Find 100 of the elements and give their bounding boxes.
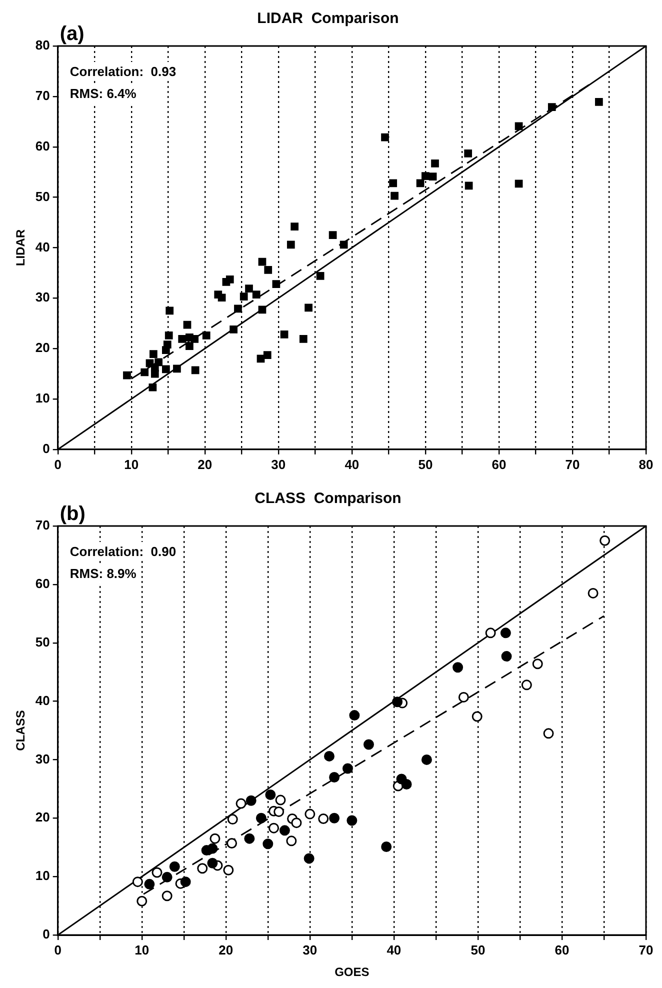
y-tick-label: 40 (35, 692, 50, 708)
point (123, 371, 131, 380)
point (150, 350, 158, 358)
y-tick-label: 10 (35, 390, 50, 406)
point (154, 358, 163, 366)
point (132, 876, 143, 888)
point (280, 330, 288, 338)
point (485, 628, 496, 638)
point (178, 335, 186, 343)
chart-title: LIDAR Comparison (257, 10, 399, 28)
point (268, 822, 280, 834)
point (286, 240, 295, 249)
text: (b) (60, 503, 86, 525)
y-tick-label: 20 (35, 810, 50, 825)
x-tick-label: 30 (271, 456, 286, 472)
point (304, 304, 312, 312)
point (197, 863, 208, 874)
point (236, 798, 246, 809)
x-tick-label: 70 (638, 942, 654, 958)
y-tick-label: 20 (35, 340, 50, 356)
x-tick-label: 40 (386, 942, 402, 958)
point (191, 366, 200, 374)
y-tick-label: 50 (35, 634, 50, 650)
point (275, 794, 286, 806)
point (274, 806, 284, 817)
point (162, 872, 172, 882)
point (600, 535, 610, 546)
point (218, 294, 226, 302)
point (316, 272, 324, 280)
point (464, 149, 472, 158)
y-tick-label: 30 (35, 290, 50, 305)
point (381, 133, 389, 142)
point (595, 98, 603, 106)
point (226, 838, 238, 849)
point (521, 680, 532, 690)
x-tick-label: 60 (492, 456, 506, 472)
point (265, 790, 276, 800)
point (304, 853, 314, 864)
point (389, 179, 398, 188)
annotation: RMS: 8.9% (70, 566, 137, 581)
point (246, 795, 256, 806)
y-tick-label: 50 (35, 188, 50, 204)
point (421, 754, 432, 765)
x-tick-label: 30 (302, 942, 318, 958)
y-tick-label: 10 (35, 868, 50, 884)
point (464, 182, 473, 190)
point (256, 812, 266, 824)
y-axis-title: LIDAR (14, 229, 28, 266)
point (458, 692, 469, 702)
point (227, 814, 238, 825)
x-tick-label: 20 (198, 456, 212, 472)
annotation: RMS: 6.4% (70, 86, 137, 101)
point (401, 779, 412, 790)
x-tick-label: 40 (344, 456, 360, 472)
point (342, 763, 353, 774)
point (514, 180, 523, 188)
point (329, 772, 340, 782)
point (202, 332, 210, 340)
point (162, 365, 170, 374)
point (244, 833, 255, 844)
x-tick-label: 50 (418, 456, 433, 472)
point (207, 843, 218, 854)
point (166, 306, 174, 315)
point (328, 231, 337, 240)
point (173, 364, 181, 373)
point (428, 172, 437, 181)
point (140, 368, 149, 376)
point (186, 342, 194, 350)
y-tick-label: 70 (35, 518, 50, 533)
point (258, 306, 266, 314)
point (230, 325, 238, 334)
x-tick-label: 70 (565, 456, 580, 472)
point (349, 710, 360, 721)
text: (a) (60, 23, 84, 45)
x-tick-label: 20 (218, 942, 234, 958)
point (514, 122, 523, 130)
point (207, 858, 218, 868)
point (164, 332, 173, 340)
point (210, 833, 220, 844)
x-tick-label: 0 (54, 456, 62, 472)
annotation: Correlation: 0.90 (70, 544, 176, 559)
point (299, 335, 308, 343)
point (290, 222, 299, 230)
point (381, 842, 392, 852)
point (286, 836, 297, 846)
x-axis-title: GOES (334, 965, 370, 980)
point (226, 276, 234, 284)
y-tick-label: 70 (35, 88, 50, 104)
point (291, 818, 302, 828)
point (346, 815, 358, 826)
x-tick-label: 60 (554, 942, 570, 958)
point (548, 103, 556, 111)
point (183, 320, 192, 329)
point (318, 813, 329, 824)
point (279, 825, 290, 836)
point (150, 370, 159, 378)
point (304, 808, 316, 820)
x-tick-label: 10 (124, 456, 139, 472)
point (152, 867, 162, 878)
point (163, 340, 172, 348)
